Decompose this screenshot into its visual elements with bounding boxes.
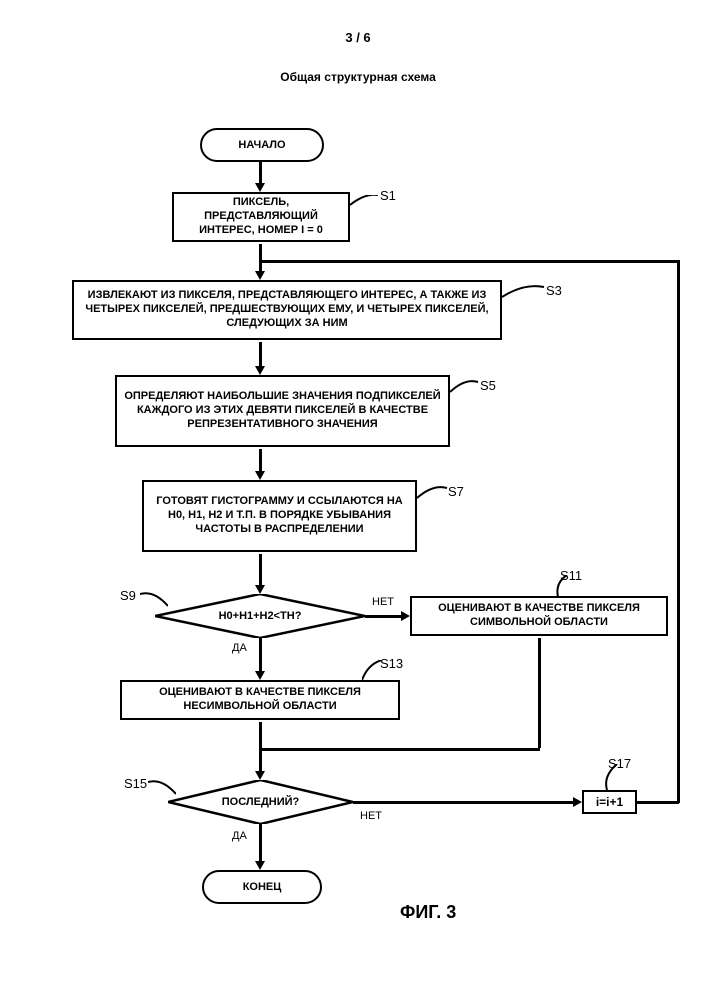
leader-line bbox=[450, 380, 480, 400]
edge bbox=[259, 824, 262, 862]
edge bbox=[259, 244, 262, 272]
edge bbox=[259, 160, 262, 184]
arrowhead-icon bbox=[255, 861, 265, 870]
step-label-s13: S13 bbox=[380, 656, 403, 671]
edge bbox=[261, 260, 679, 263]
step-label-s11: S11 bbox=[560, 568, 582, 583]
arrowhead-icon bbox=[255, 585, 265, 594]
edge bbox=[259, 342, 262, 367]
node-s7: ГОТОВЯТ ГИСТОГРАММУ И ССЫЛАЮТСЯ НА H0, H… bbox=[142, 480, 417, 552]
edge-label-s9-yes: ДА bbox=[232, 642, 247, 654]
edge bbox=[365, 615, 403, 618]
arrowhead-icon bbox=[255, 366, 265, 375]
node-start: НАЧАЛО bbox=[200, 128, 324, 162]
arrowhead-icon bbox=[401, 611, 410, 621]
edge bbox=[261, 748, 540, 751]
step-label-s1: S1 bbox=[380, 188, 396, 203]
node-s11-label: ОЦЕНИВАЮТ В КАЧЕСТВЕ ПИКСЕЛЯ СИМВОЛЬНОЙ … bbox=[418, 602, 660, 630]
step-label-s17: S17 bbox=[608, 756, 631, 771]
leader-line bbox=[350, 195, 380, 215]
step-label-s15: S15 bbox=[124, 776, 147, 791]
arrowhead-icon bbox=[255, 771, 265, 780]
arrowhead-icon bbox=[255, 471, 265, 480]
node-s3: ИЗВЛЕКАЮТ ИЗ ПИКСЕЛЯ, ПРЕДСТАВЛЯЮЩЕГО ИН… bbox=[72, 280, 502, 340]
node-s13-label: ОЦЕНИВАЮТ В КАЧЕСТВЕ ПИКСЕЛЯ НЕСИМВОЛЬНО… bbox=[128, 686, 392, 714]
node-s5-label: ОПРЕДЕЛЯЮТ НАИБОЛЬШИЕ ЗНАЧЕНИЯ ПОДПИКСЕЛ… bbox=[123, 390, 442, 431]
step-label-s7: S7 bbox=[448, 484, 464, 499]
leader-line bbox=[140, 592, 168, 612]
node-end-label: КОНЕЦ bbox=[243, 881, 282, 893]
node-s7-label: ГОТОВЯТ ГИСТОГРАММУ И ССЫЛАЮТСЯ НА H0, H… bbox=[150, 495, 409, 536]
edge bbox=[259, 722, 262, 772]
step-label-s5: S5 bbox=[480, 378, 496, 393]
node-s1-label: ПИКСЕЛЬ, ПРЕДСТАВЛЯЮЩИЙ ИНТЕРЕС, НОМЕР I… bbox=[180, 196, 342, 237]
diagram-subtitle: Общая структурная схема bbox=[280, 70, 436, 84]
page-number: 3 / 6 bbox=[345, 30, 370, 45]
step-label-s3: S3 bbox=[546, 283, 562, 298]
edge-label-s15-no: НЕТ bbox=[360, 810, 382, 822]
arrowhead-icon bbox=[255, 671, 265, 680]
step-label-s9: S9 bbox=[120, 588, 136, 603]
node-s13: ОЦЕНИВАЮТ В КАЧЕСТВЕ ПИКСЕЛЯ НЕСИМВОЛЬНО… bbox=[120, 680, 400, 720]
node-s5: ОПРЕДЕЛЯЮТ НАИБОЛЬШИЕ ЗНАЧЕНИЯ ПОДПИКСЕЛ… bbox=[115, 375, 450, 447]
edge bbox=[538, 638, 541, 748]
edge-label-s15-yes: ДА bbox=[232, 830, 247, 842]
figure-label: ФИГ. 3 bbox=[400, 902, 456, 923]
node-s1: ПИКСЕЛЬ, ПРЕДСТАВЛЯЮЩИЙ ИНТЕРЕС, НОМЕР I… bbox=[172, 192, 350, 242]
edge bbox=[637, 801, 679, 804]
node-s15-label: ПОСЛЕДНИЙ? bbox=[222, 796, 300, 808]
leader-line bbox=[502, 285, 546, 305]
edge-label-s9-no: НЕТ bbox=[372, 596, 394, 608]
leader-line bbox=[148, 780, 176, 800]
node-s9: H0+H1+H2<TH? bbox=[155, 594, 365, 638]
arrowhead-icon bbox=[255, 183, 265, 192]
node-start-label: НАЧАЛО bbox=[238, 139, 285, 151]
node-end: КОНЕЦ bbox=[202, 870, 322, 904]
node-s11: ОЦЕНИВАЮТ В КАЧЕСТВЕ ПИКСЕЛЯ СИМВОЛЬНОЙ … bbox=[410, 596, 668, 636]
arrowhead-icon bbox=[255, 271, 265, 280]
edge bbox=[677, 260, 680, 803]
node-s17-label: i=i+1 bbox=[596, 795, 623, 810]
node-s3-label: ИЗВЛЕКАЮТ ИЗ ПИКСЕЛЯ, ПРЕДСТАВЛЯЮЩЕГО ИН… bbox=[80, 289, 494, 330]
edge bbox=[259, 449, 262, 472]
edge bbox=[259, 554, 262, 586]
leader-line bbox=[417, 486, 449, 506]
node-s9-label: H0+H1+H2<TH? bbox=[219, 610, 302, 622]
node-s17: i=i+1 bbox=[582, 790, 637, 814]
edge bbox=[259, 638, 262, 672]
edge bbox=[353, 801, 575, 804]
arrowhead-icon bbox=[573, 797, 582, 807]
node-s15: ПОСЛЕДНИЙ? bbox=[168, 780, 353, 824]
